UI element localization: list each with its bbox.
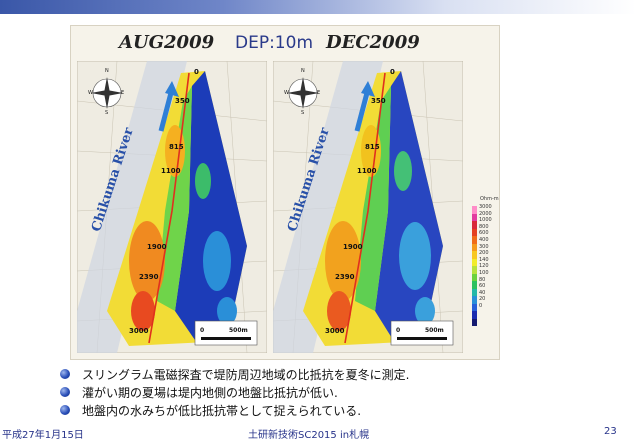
legend-color-swatch [472, 303, 477, 311]
legend-value-label: 1000 [479, 217, 492, 224]
km-3000-label: 3000 [129, 327, 149, 335]
km-0-label: 0 [390, 68, 395, 76]
map-panel-aug2009: N E S W Chikuma River 0 350 815 1100 190… [77, 61, 267, 353]
bullet-dot-icon [60, 405, 70, 415]
compass-n-label: N [301, 68, 305, 74]
footer-date: 平成27年1月15日 [2, 430, 84, 441]
legend-value-label: 3000 [479, 204, 492, 210]
km-1100-label: 1100 [161, 167, 181, 175]
resistivity-legend: Ohm-m 3000 2000 1000 800 600 400 300 200 140 120 1… [468, 196, 499, 336]
legend-color-swatch [472, 236, 477, 244]
legend-color-swatch [472, 258, 477, 266]
legend-colorbar [472, 206, 477, 326]
legend-value-label: 800 [479, 223, 489, 230]
compass-e-label: E [317, 90, 321, 96]
bullet-dot-icon [60, 387, 70, 397]
legend-value-label: 80 [479, 276, 486, 283]
compass-w-label: W [88, 90, 93, 96]
resistivity-figure: AUG2009 DEP:10m DEC2009 [70, 25, 500, 360]
legend-value-label: 200 [479, 250, 489, 257]
legend-unit: Ohm-m [480, 196, 499, 202]
legend-color-swatch [472, 288, 477, 296]
legend-color-swatch [472, 213, 477, 221]
legend-value-label: 140 [479, 256, 489, 263]
bullet-text: 地盤内の水みちが低比抵抗帯として捉えられている. [82, 404, 362, 418]
legend-color-swatch [472, 228, 477, 236]
scale-zero-label: 0 [396, 327, 401, 334]
dec2009-title: DEC2009 [326, 32, 420, 53]
scale-500m-label: 500m [229, 327, 248, 334]
legend-value-label: 300 [479, 243, 489, 250]
km-2390-label: 2390 [335, 273, 355, 281]
legend-value-label: 120 [479, 263, 489, 270]
legend-color-swatch [472, 243, 477, 251]
legend-color-swatch [472, 296, 477, 304]
legend-value-label: 2000 [479, 210, 492, 217]
bullet-text: スリングラム電磁探査で堤防周辺地域の比抵抗を夏冬に測定. [82, 368, 410, 382]
legend-value-label: 20 [479, 296, 486, 303]
legend-color-swatch [472, 251, 477, 259]
legend-color-swatch [472, 273, 477, 281]
page-number: 23 [604, 426, 617, 437]
depth-title: DEP:10m [235, 33, 314, 53]
compass-w-label: W [284, 90, 289, 96]
legend-color-swatch [472, 266, 477, 274]
legend-color-swatch [472, 221, 477, 229]
km-815-label: 815 [169, 143, 184, 151]
km-0-label: 0 [194, 68, 199, 76]
scale-500m-label: 500m [425, 327, 444, 334]
scale-zero-label: 0 [200, 327, 205, 334]
title-bar-gradient [0, 0, 636, 14]
aug2009-title: AUG2009 [119, 32, 215, 53]
map-dec2009 [273, 61, 463, 353]
compass-n-label: N [105, 68, 109, 74]
km-1900-label: 1900 [147, 243, 167, 251]
legend-value-label: 40 [479, 289, 486, 296]
footer-conference: 土研新技術SC2015 in札幌 [248, 430, 370, 441]
km-3000-label: 3000 [325, 327, 345, 335]
figure-titles: AUG2009 DEP:10m DEC2009 [71, 30, 499, 56]
legend-value-label: 60 [479, 283, 486, 290]
km-350-label: 350 [175, 97, 190, 105]
compass-e-label: E [121, 90, 125, 96]
map-aug2009 [77, 61, 267, 353]
legend-value-label: 600 [479, 230, 489, 237]
legend-color-swatch [472, 318, 477, 326]
legend-value-label: 400 [479, 236, 489, 243]
km-1100-label: 1100 [357, 167, 377, 175]
km-2390-label: 2390 [139, 273, 159, 281]
bullet-text: 灌がい期の夏場は堤内地側の地盤比抵抗が低い. [82, 386, 338, 400]
km-350-label: 350 [371, 97, 386, 105]
bullet-dot-icon [60, 369, 70, 379]
slide-footer: 平成27年1月15日 土研新技術SC2015 in札幌 23 [0, 425, 636, 443]
legend-value-label: 100 [479, 269, 489, 276]
legend-color-swatch [472, 311, 477, 319]
legend-color-swatch [472, 206, 477, 214]
compass-s-label: S [105, 110, 109, 116]
legend-value-label: 0 [479, 302, 483, 309]
compass-s-label: S [301, 110, 305, 116]
map-panel-dec2009: N E S W Chikuma River 0 350 815 1100 190… [273, 61, 463, 353]
legend-color-swatch [472, 281, 477, 289]
km-815-label: 815 [365, 143, 380, 151]
legend-values: 3000 2000 1000 800 600 400 300 200 140 120 100 80 60… [479, 204, 492, 310]
km-1900-label: 1900 [343, 243, 363, 251]
